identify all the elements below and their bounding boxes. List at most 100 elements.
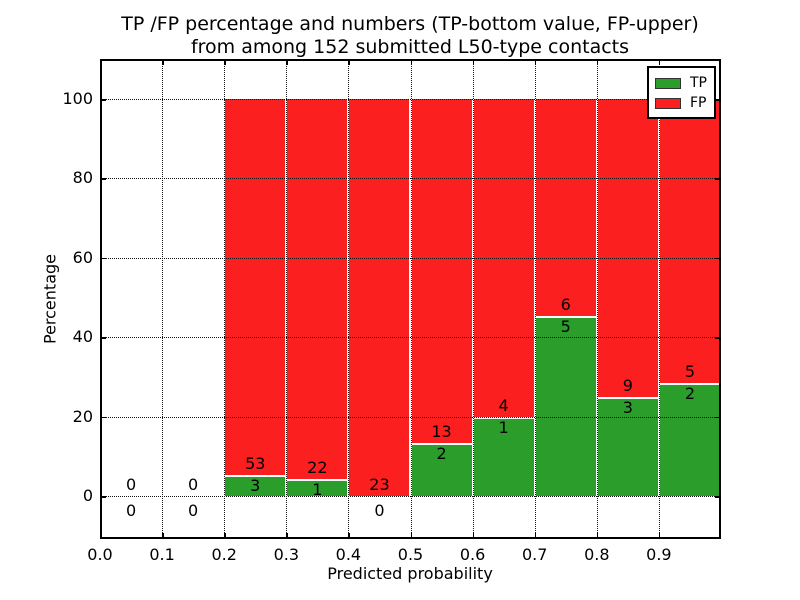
tp-count-label: 5: [560, 316, 571, 336]
x-tick-mark-top: [162, 59, 164, 65]
x-tick-mark: [534, 533, 537, 539]
x-tick-mark-top: [534, 59, 537, 65]
histogram-bar: [224, 99, 287, 496]
legend-entry-tp: TP: [655, 73, 708, 93]
fp-count-label: 22: [307, 457, 328, 477]
x-tick-mark-top: [410, 59, 412, 65]
tp-count-label: 0: [374, 501, 385, 520]
bar-fp-segment: [411, 99, 472, 496]
tp-count-label: 2: [684, 383, 696, 403]
x-tick-label: 0.3: [273, 545, 300, 564]
tp-count-label: 3: [250, 475, 261, 495]
legend-label-tp: TP: [690, 75, 707, 91]
plot-area: 0 0 0 0 53 3 22 1 23 0 13 2 4 1 6 5 9 3 5 2 TP FP: [100, 59, 721, 539]
x-tick-mark: [286, 533, 288, 539]
y-tick-label: 80: [72, 168, 93, 188]
histogram-bar: [472, 99, 535, 496]
tp-count-label: 2: [436, 444, 447, 464]
histogram-bar: [534, 99, 597, 496]
bar-tp-segment: [659, 382, 720, 496]
x-tick-label: 0.6: [459, 545, 486, 564]
chart-title-line1: TP /FP percentage and numbers (TP-bottom…: [121, 13, 699, 35]
x-tick-mark-top: [472, 59, 475, 65]
x-tick-mark: [162, 533, 164, 539]
legend-swatch-tp: [655, 77, 681, 89]
x-tick-label: 0.8: [584, 545, 610, 564]
x-tick-mark: [472, 533, 475, 539]
tp-count-label: 0: [188, 501, 199, 520]
gridline-vertical: [472, 59, 474, 539]
y-tick-mark-right: [715, 416, 721, 419]
x-tick-mark: [224, 533, 226, 539]
x-tick-label: 0.7: [521, 545, 548, 564]
y-tick-mark-right: [715, 257, 721, 260]
x-tick-label: 0.9: [646, 545, 672, 564]
gridline-vertical: [410, 59, 412, 539]
x-tick-mark: [100, 533, 102, 539]
legend-label-fp: FP: [690, 95, 707, 111]
bar-tp-segment: [473, 416, 534, 496]
fp-count-label: 23: [369, 475, 390, 494]
legend: TP FP: [647, 66, 716, 119]
y-tick-mark: [100, 496, 106, 498]
legend-swatch-fp: [655, 97, 681, 109]
x-tick-mark-top: [100, 59, 102, 65]
y-tick-mark-right: [715, 99, 721, 101]
x-tick-mark-top: [596, 59, 599, 65]
bar-tp-segment: [225, 474, 286, 496]
x-tick-label: 0.0: [87, 545, 113, 564]
bar-tp-segment: [597, 396, 658, 496]
legend-entry-fp: FP: [655, 93, 708, 113]
gridline-vertical: [658, 59, 660, 539]
fp-count-label: 0: [125, 475, 137, 494]
y-tick-mark-right: [715, 178, 721, 180]
y-tick-mark: [100, 337, 106, 339]
fp-count-label: 6: [560, 294, 571, 314]
x-tick-label: 0.4: [335, 545, 362, 564]
bar-tp-segment: [535, 315, 596, 496]
x-tick-label: 0.5: [397, 545, 424, 564]
histogram-bar: [348, 99, 411, 496]
fp-count-label: 9: [622, 375, 633, 395]
tp-count-label: 0: [125, 501, 137, 520]
gridline-vertical: [348, 59, 350, 539]
y-tick-label: 20: [72, 406, 93, 426]
gridline-vertical: [596, 59, 598, 539]
y-tick-label: 100: [62, 89, 93, 108]
fp-count-label: 5: [684, 361, 696, 381]
x-tick-mark-top: [348, 59, 350, 65]
bar-fp-segment: [225, 99, 286, 496]
histogram-bar: [286, 99, 349, 496]
bar-tp-segment: [411, 443, 472, 496]
y-tick-label: 0: [82, 486, 93, 505]
bar-fp-segment: [287, 99, 348, 496]
y-tick-label: 40: [72, 327, 93, 347]
gridline-vertical: [162, 59, 164, 539]
x-axis-label: Predicted probability: [327, 564, 493, 583]
fp-count-label: 53: [245, 453, 266, 473]
y-tick-label: 60: [72, 247, 93, 267]
fp-count-label: 0: [188, 475, 199, 494]
tp-count-label: 1: [498, 417, 509, 437]
x-tick-mark: [410, 533, 412, 539]
y-tick-mark: [100, 416, 106, 419]
y-tick-mark-right: [715, 496, 721, 498]
x-tick-mark-top: [224, 59, 226, 65]
y-tick-mark: [100, 99, 106, 101]
x-tick-label: 0.2: [211, 545, 237, 564]
x-tick-mark: [658, 533, 661, 539]
x-tick-mark: [596, 533, 599, 539]
x-tick-mark-top: [286, 59, 288, 65]
chart-title: TP /FP percentage and numbers (TP-bottom…: [121, 13, 699, 59]
tp-count-label: 3: [622, 397, 633, 417]
x-tick-label: 0.1: [149, 545, 175, 564]
gridline-vertical: [286, 59, 288, 539]
y-tick-mark-right: [715, 337, 721, 339]
x-tick-mark: [348, 533, 350, 539]
histogram-bar: [596, 99, 659, 496]
tp-count-label: 1: [312, 479, 323, 499]
gridline-vertical: [534, 59, 536, 539]
chart-title-line2: from among 152 submitted L50-type contac…: [190, 36, 630, 58]
y-tick-mark: [100, 257, 106, 260]
gridline-vertical: [224, 59, 226, 539]
